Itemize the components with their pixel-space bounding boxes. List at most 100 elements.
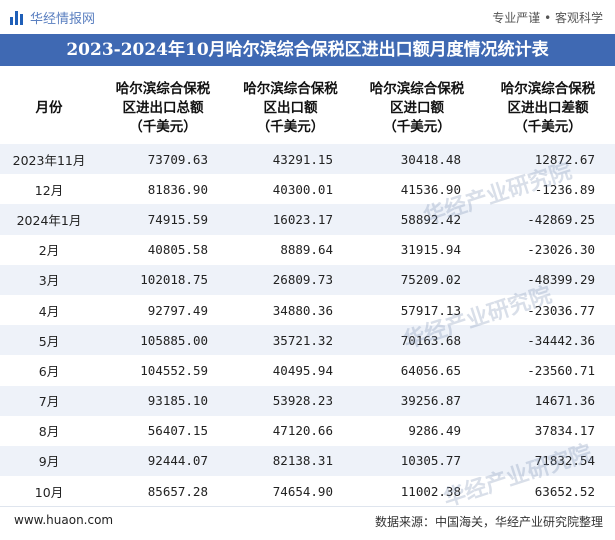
cell-value: 73709.63 [98,144,228,175]
logo-bars-icon [10,10,24,25]
header-line: 区进出口差额 [507,99,589,116]
cell-month: 8月 [0,415,98,446]
data-table: 月份 哈尔滨综合保税 区进出口总额 （千美元） 哈尔滨综合保税 区出口额 （千美元） 哈尔滨综… [0,72,615,507]
cell-value: -1236.89 [481,174,615,205]
cell-value: 34880.36 [228,294,353,326]
cell-value: 85657.28 [98,476,228,507]
cell-value: 47120.66 [228,415,353,446]
table-row: 12月 81836.90 40300.01 41536.90 -1236.89 [0,174,615,205]
cell-value: 30418.48 [353,144,481,175]
table-row: 6月 104552.59 40495.94 64056.65 -23560.71 [0,355,615,386]
header-line: 哈尔滨综合保税 [369,80,465,97]
cell-value: -23560.71 [481,355,615,386]
table-body: 2023年11月 73709.63 43291.15 30418.48 12872.67… [0,144,615,507]
table-row: 2月 40805.58 8889.64 31915.94 -23026.30 [0,234,615,265]
cell-value: 102018.75 [98,264,228,295]
cell-value: 8889.64 [228,234,353,265]
cell-value: 70163.68 [353,325,481,356]
header-col-3: 哈尔滨综合保税 区进口额 （千美元） [353,72,481,144]
header-line: 哈尔滨综合保税 [500,80,596,97]
footer: www.huaon.com 数据来源：中国海关，华经产业研究院整理 [0,506,615,535]
cell-value: 74915.59 [98,204,228,235]
header-line: （千美元） [514,118,582,135]
cell-value: 63652.52 [481,476,615,507]
header-col-2: 哈尔滨综合保税 区出口额 （千美元） [228,72,353,144]
cell-value: 57917.13 [353,294,481,326]
cell-month: 3月 [0,264,98,295]
cell-value: 39256.87 [353,385,481,416]
table-row: 9月 92444.07 82138.31 10305.77 71832.54 [0,445,615,477]
header-line: 哈尔滨综合保税 [115,80,211,97]
brand-logo[interactable]: 华经情报网 [10,8,95,27]
header-line: 区进出口总额 [122,99,204,116]
cell-value: 105885.00 [98,325,228,356]
cell-value: -23036.77 [481,294,615,326]
table-row: 2024年1月 74915.59 16023.17 58892.42 -42869.25 [0,204,615,235]
cell-value: 35721.32 [228,325,353,356]
cell-value: 75209.02 [353,264,481,295]
cell-month: 9月 [0,445,98,477]
cell-value: 74654.90 [228,476,353,507]
header-line: 区出口额 [263,99,318,116]
cell-month: 10月 [0,476,98,507]
cell-value: -34442.36 [481,325,615,356]
header-line: 月份 [35,99,63,116]
cell-value: 37834.17 [481,415,615,446]
cell-value: 9286.49 [353,415,481,446]
cell-value: 12872.67 [481,144,615,175]
cell-value: 14671.36 [481,385,615,416]
table-row: 8月 56407.15 47120.66 9286.49 37834.17 [0,415,615,446]
cell-value: 11002.38 [353,476,481,507]
cell-value: -23026.30 [481,234,615,265]
data-source: 数据来源：中国海关，华经产业研究院整理 [374,515,603,529]
table-row: 5月 105885.00 35721.32 70163.68 -34442.36 [0,325,615,356]
cell-value: 53928.23 [228,385,353,416]
cell-value: 82138.31 [228,445,353,477]
cell-month: 12月 [0,174,98,205]
cell-value: 40300.01 [228,174,353,205]
cell-value: 41536.90 [353,174,481,205]
cell-value: 43291.15 [228,144,353,175]
header-line: （千美元） [129,118,197,135]
page-title: 2023-2024年10月哈尔滨综合保税区进出口额月度情况统计表 [0,34,615,66]
cell-month: 7月 [0,385,98,416]
cell-value: 26809.73 [228,264,353,295]
cell-month: 2月 [0,234,98,265]
cell-month: 2023年11月 [0,144,98,175]
cell-value: 93185.10 [98,385,228,416]
cell-value: 92444.07 [98,445,228,477]
cell-value: 16023.17 [228,204,353,235]
table-row: 3月 102018.75 26809.73 75209.02 -48399.29 [0,264,615,295]
header-line: 区进口额 [390,99,444,116]
header-line: （千美元） [256,118,325,135]
cell-value: 81836.90 [98,174,228,205]
cell-month: 2024年1月 [0,204,98,235]
table-row: 2023年11月 73709.63 43291.15 30418.48 12872.67 [0,144,615,175]
table-row: 4月 92797.49 34880.36 57917.13 -23036.77 [0,294,615,326]
table-row: 7月 93185.10 53928.23 39256.87 14671.36 [0,385,615,416]
cell-value: 104552.59 [98,355,228,386]
header-line: 哈尔滨综合保税 [243,80,338,97]
cell-month: 4月 [0,294,98,326]
cell-value: 64056.65 [353,355,481,386]
cell-value: 10305.77 [353,445,481,477]
table-header-row: 月份 哈尔滨综合保税 区进出口总额 （千美元） 哈尔滨综合保税 区出口额 （千美元） 哈尔滨综… [0,72,615,144]
cell-value: 40805.58 [98,234,228,265]
cell-value: 58892.42 [353,204,481,235]
cell-value: 71832.54 [481,445,615,477]
top-bar: 华经情报网 专业严谨 • 客观科学 [0,0,615,34]
header-month: 月份 [0,72,98,144]
cell-month: 6月 [0,355,98,386]
header-line: （千美元） [383,118,451,135]
cell-value: 92797.49 [98,294,228,326]
header-col-4: 哈尔滨综合保税 区进出口差额 （千美元） [481,72,615,144]
cell-value: -48399.29 [481,264,615,295]
site-url[interactable]: www.huaon.com [14,513,114,527]
brand-name: 华经情报网 [30,12,96,27]
cell-value: 31915.94 [353,234,481,265]
slogan: 专业严谨 • 客观科学 [492,11,603,25]
table-row: 10月 85657.28 74654.90 11002.38 63652.52 [0,476,615,507]
cell-value: 56407.15 [98,415,228,446]
cell-value: 40495.94 [228,355,353,386]
cell-month: 5月 [0,325,98,356]
